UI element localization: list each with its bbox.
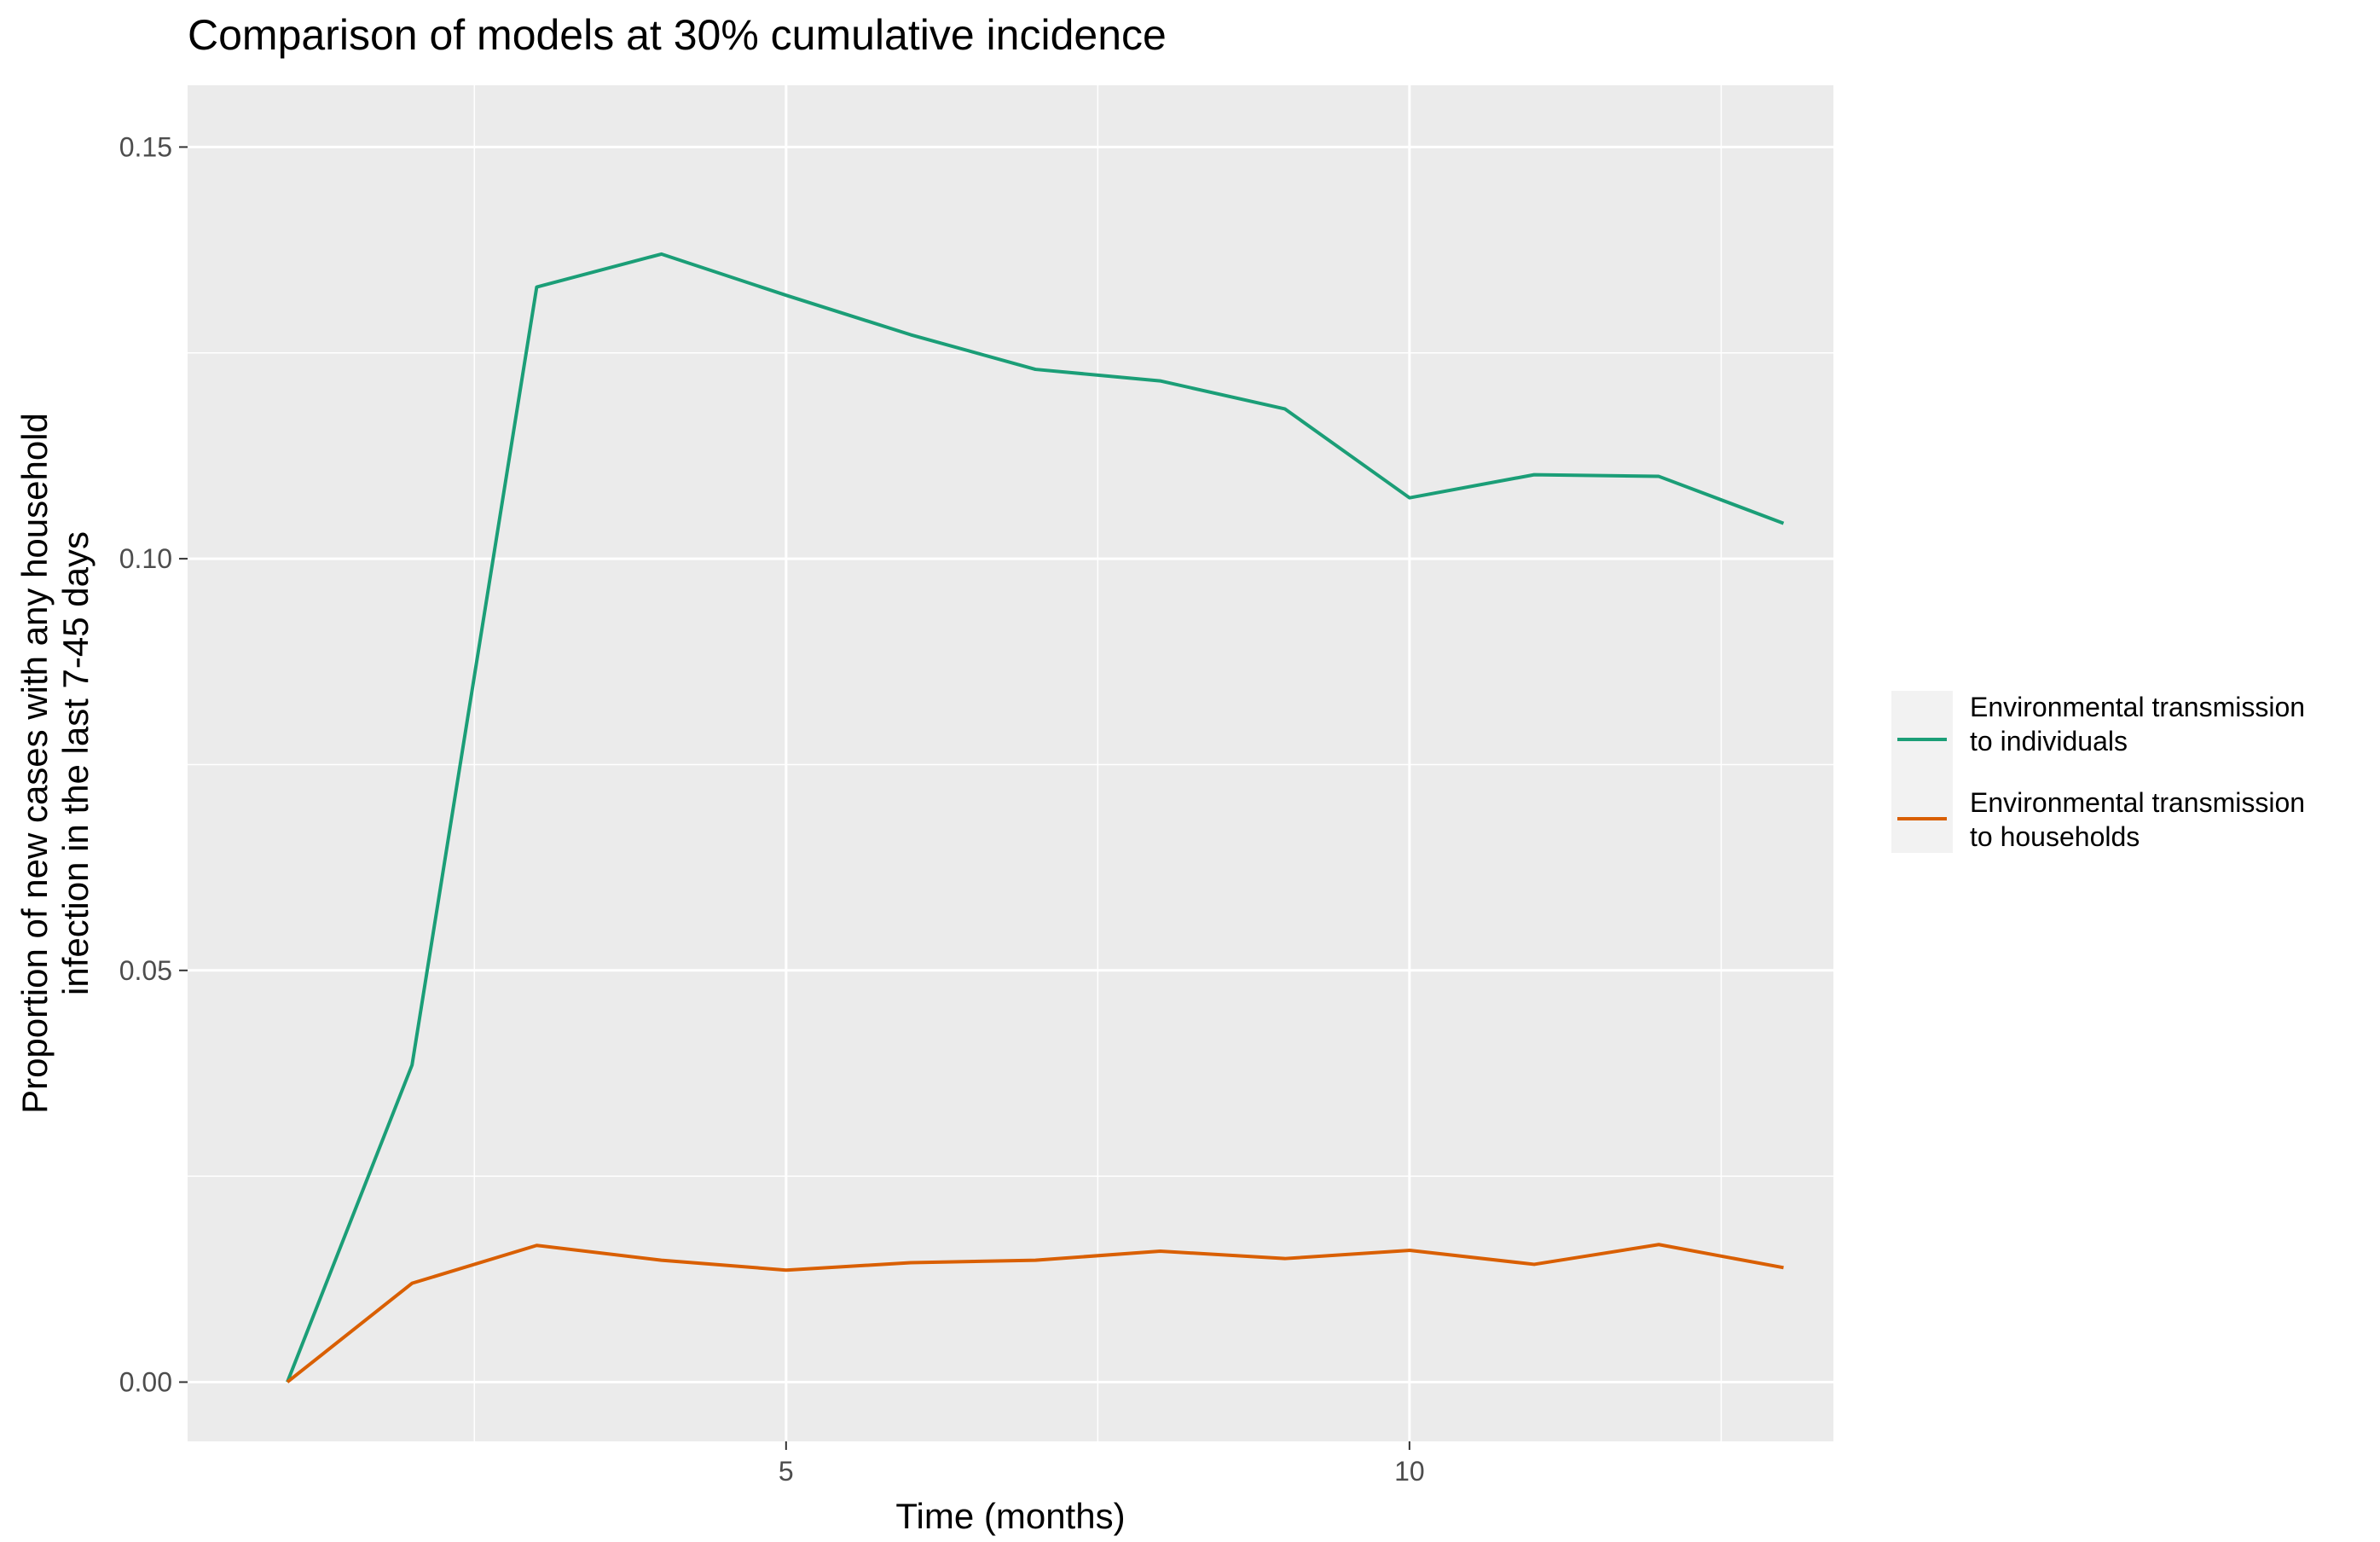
y-tick-label: 0.00 [119, 1366, 172, 1397]
x-axis: 5 10 [779, 1441, 1425, 1487]
y-axis-title: Proportion of new cases with any househo… [14, 413, 96, 1114]
chart-title: Comparison of models at 30% cumulative i… [188, 11, 1167, 59]
y-axis: 0.00 0.05 0.10 0.15 [119, 131, 188, 1397]
x-axis-title: Time (months) [895, 1496, 1125, 1536]
legend-label-individuals-line-2: to individuals [1970, 726, 2128, 757]
x-tick-label: 5 [779, 1456, 794, 1487]
series-line-individuals [286, 252, 1785, 1383]
legend: Environmental transmission to individual… [1891, 691, 2305, 853]
y-tick-label: 0.10 [119, 543, 172, 574]
x-tick-label: 10 [1394, 1456, 1425, 1487]
plot-panel [188, 85, 1833, 1441]
y-axis-title-line-1: Proportion of new cases with any househo… [14, 413, 55, 1114]
series-line-households [286, 1243, 1784, 1384]
major-gridlines [188, 85, 1833, 1441]
legend-label-households-line-2: to households [1970, 821, 2140, 852]
legend-label-individuals-line-1: Environmental transmission [1970, 692, 2305, 722]
y-tick-label: 0.05 [119, 955, 172, 986]
series-lines [286, 252, 1785, 1384]
legend-key-background [1891, 691, 1953, 853]
y-axis-title-line-2: infection in the last 7-45 days [55, 531, 96, 995]
y-tick-label: 0.15 [119, 131, 172, 162]
legend-label-households-line-1: Environmental transmission [1970, 787, 2305, 818]
